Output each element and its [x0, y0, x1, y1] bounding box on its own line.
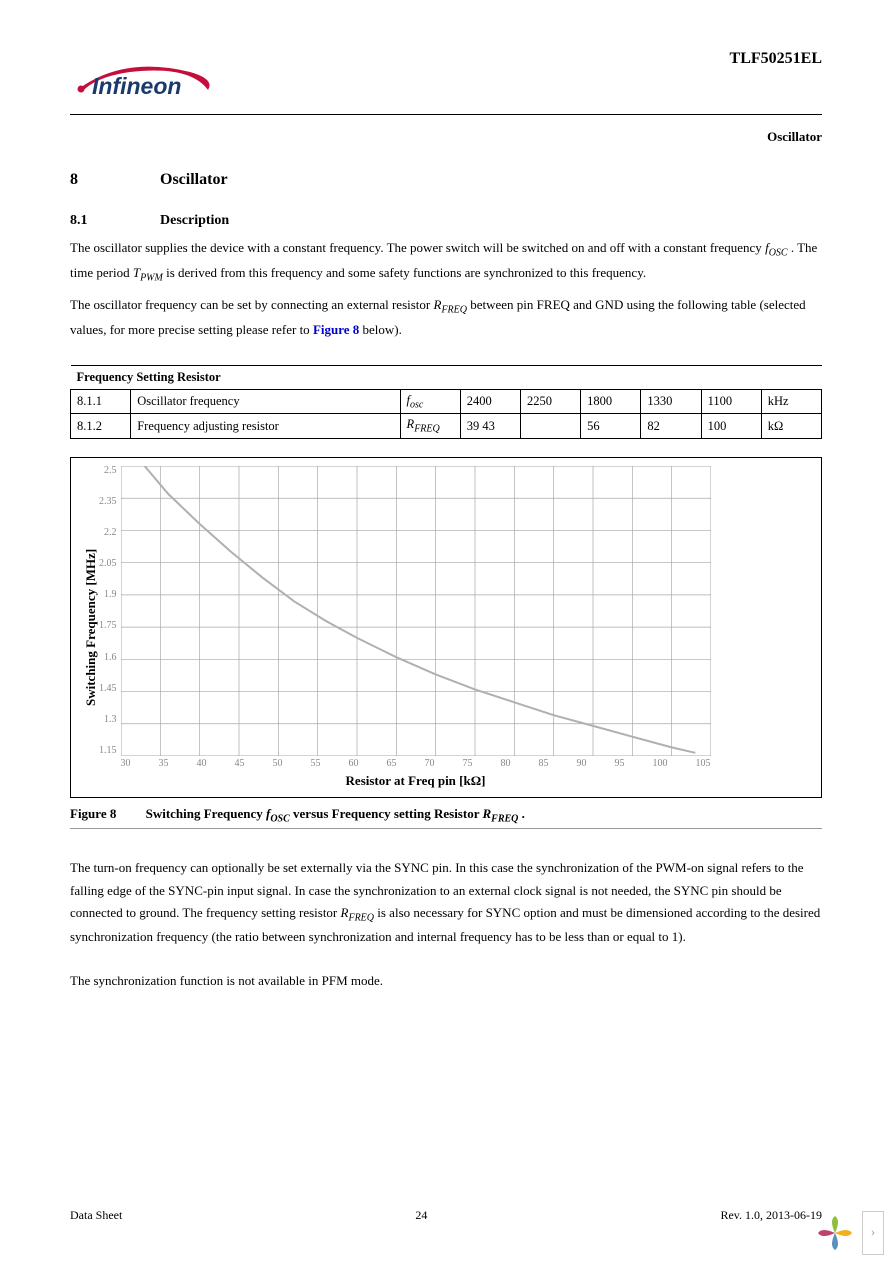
- figure-caption: Figure 8 Switching Frequency fOSC versus…: [70, 806, 822, 830]
- symbol-rfreq: RFREQ: [434, 297, 468, 312]
- product-id: TLF50251EL: [730, 50, 822, 68]
- chart-y-ticks: 2.52.352.22.051.91.751.61.451.31.15: [99, 466, 121, 756]
- chart-container: Switching Frequency [MHz] 2.52.352.22.05…: [70, 457, 822, 798]
- figure-link[interactable]: Figure 8: [313, 322, 359, 337]
- petal-icon: [814, 1212, 856, 1254]
- svg-text:Infineon: Infineon: [92, 73, 181, 99]
- body-paragraph-1: The turn-on frequency can optionally be …: [70, 857, 822, 948]
- table-header: Frequency Setting Resistor: [71, 365, 822, 389]
- footer-center: 24: [415, 1208, 427, 1223]
- footer-left: Data Sheet: [70, 1208, 122, 1223]
- line-chart: [121, 466, 711, 756]
- footer-right: Rev. 1.0, 2013-06-19: [720, 1208, 822, 1223]
- section-title: Oscillator: [160, 171, 228, 189]
- table-row: 8.1.1Oscillator frequencyfosc24002250180…: [71, 389, 822, 414]
- symbol-tpwm: TPWM: [133, 265, 163, 280]
- subsection-title: Description: [160, 213, 229, 229]
- symbol-rfreq-2: RFREQ: [341, 905, 375, 920]
- section-number: 8: [70, 171, 160, 189]
- body-paragraph-2: The synchronization function is not avai…: [70, 970, 822, 992]
- frequency-table: Frequency Setting Resistor 8.1.1Oscillat…: [70, 365, 822, 439]
- page-section-label: Oscillator: [70, 129, 822, 145]
- viewer-watermark: ›: [814, 1211, 884, 1255]
- chart-y-label: Switching Frequency [MHz]: [79, 466, 99, 789]
- paragraph-2: The oscillator frequency can be set by c…: [70, 294, 822, 341]
- subsection-number: 8.1: [70, 213, 160, 229]
- paragraph-1: The oscillator supplies the device with …: [70, 237, 822, 286]
- page-footer: Data Sheet 24 Rev. 1.0, 2013-06-19: [70, 1208, 822, 1223]
- chart-x-ticks: 3035404550556065707580859095100105: [121, 758, 711, 769]
- symbol-fosc: fOSC: [765, 240, 788, 255]
- brand-logo: Infineon: [70, 50, 220, 108]
- table-row: 8.1.2Frequency adjusting resistorRFREQ39…: [71, 414, 822, 439]
- chart-x-label: Resistor at Freq pin [kΩ]: [121, 773, 711, 789]
- next-page-button[interactable]: ›: [862, 1211, 884, 1255]
